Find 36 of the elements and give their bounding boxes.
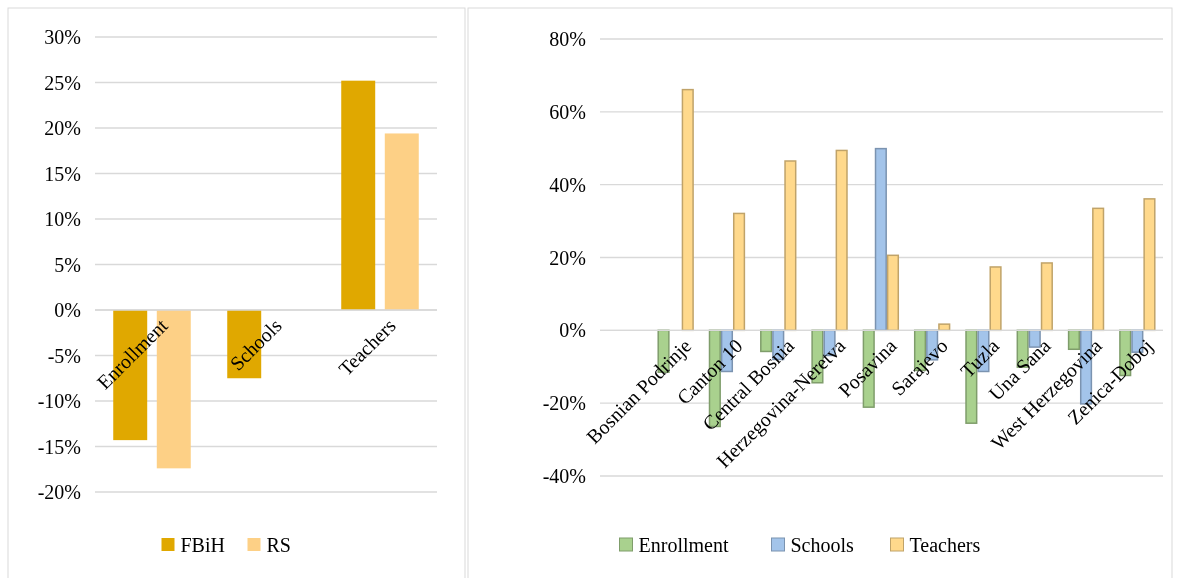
bar bbox=[1143, 198, 1156, 332]
y-tick-label: 0% bbox=[54, 299, 81, 321]
bar bbox=[938, 323, 951, 332]
legend-label: Teachers bbox=[909, 534, 981, 556]
y-tick-label: 15% bbox=[44, 162, 81, 185]
y-tick-label: 0% bbox=[559, 319, 586, 342]
bar bbox=[341, 80, 376, 310]
y-tick-label: 25% bbox=[44, 71, 81, 94]
bar bbox=[989, 266, 1002, 332]
y-tick-label: -40% bbox=[542, 465, 586, 487]
legend-label: Enrollment bbox=[638, 534, 729, 556]
y-tick-label: 20% bbox=[549, 246, 586, 269]
legend-label: Schools bbox=[790, 534, 855, 556]
y-tick-label: 40% bbox=[549, 173, 586, 196]
bar bbox=[835, 149, 848, 332]
legend-label: RS bbox=[266, 534, 291, 556]
bar bbox=[784, 160, 797, 332]
bar bbox=[1040, 262, 1053, 332]
y-tick-label: 10% bbox=[44, 208, 81, 230]
y-tick-label: 5% bbox=[54, 253, 81, 276]
y-tick-label: -5% bbox=[47, 344, 81, 367]
bar bbox=[384, 133, 419, 310]
y-tick-label: 80% bbox=[549, 28, 586, 50]
bar bbox=[886, 254, 900, 332]
bar bbox=[732, 212, 746, 332]
legend-label: FBiH bbox=[180, 534, 225, 556]
y-tick-label: -10% bbox=[37, 390, 81, 412]
y-tick-label: 20% bbox=[44, 117, 81, 139]
y-tick-label: 60% bbox=[549, 100, 586, 123]
y-tick-label: -20% bbox=[542, 392, 586, 415]
bar bbox=[681, 88, 694, 332]
y-tick-label: -20% bbox=[37, 481, 81, 503]
y-tick-label: 30% bbox=[44, 26, 81, 48]
y-tick-label: -15% bbox=[37, 435, 81, 458]
bar bbox=[874, 147, 887, 332]
bar bbox=[1092, 207, 1105, 332]
